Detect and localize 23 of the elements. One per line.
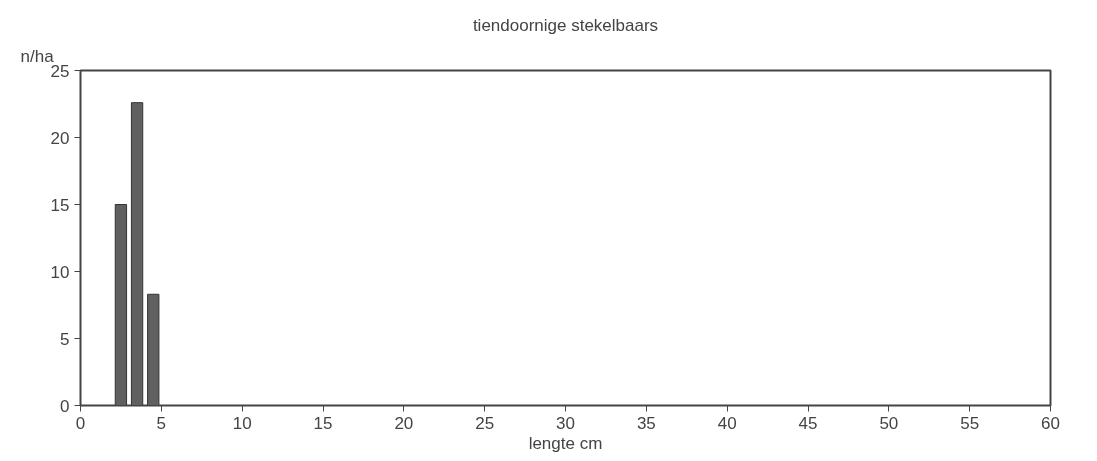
x-axis-title: lengte cm xyxy=(528,433,603,453)
x-tick-label: 10 xyxy=(232,413,252,433)
x-tick-label: 5 xyxy=(156,413,167,433)
x-tick-label: 40 xyxy=(717,413,737,433)
y-tick-label: 20 xyxy=(50,128,70,148)
chart-title: tiendoornige stekelbaars xyxy=(472,15,659,35)
x-tick-label: 15 xyxy=(313,413,333,433)
x-tick-label: 30 xyxy=(556,413,575,433)
x-tick-label: 45 xyxy=(798,413,818,433)
y-tick-label: 5 xyxy=(60,329,70,349)
y-tick-label: 15 xyxy=(50,195,70,215)
x-tick-label: 25 xyxy=(475,413,495,433)
bar xyxy=(147,293,160,406)
x-tick-label: 55 xyxy=(960,413,980,433)
x-tick-label: 0 xyxy=(75,413,86,433)
bar xyxy=(114,204,128,406)
x-tick-label: 20 xyxy=(394,413,414,433)
y-tick-label: 10 xyxy=(50,262,70,282)
x-tick-label: 50 xyxy=(879,413,899,433)
x-tick-label: 35 xyxy=(636,413,656,433)
bar xyxy=(130,102,144,406)
y-tick-label: 0 xyxy=(60,396,70,416)
x-tick-label: 60 xyxy=(1041,413,1060,433)
